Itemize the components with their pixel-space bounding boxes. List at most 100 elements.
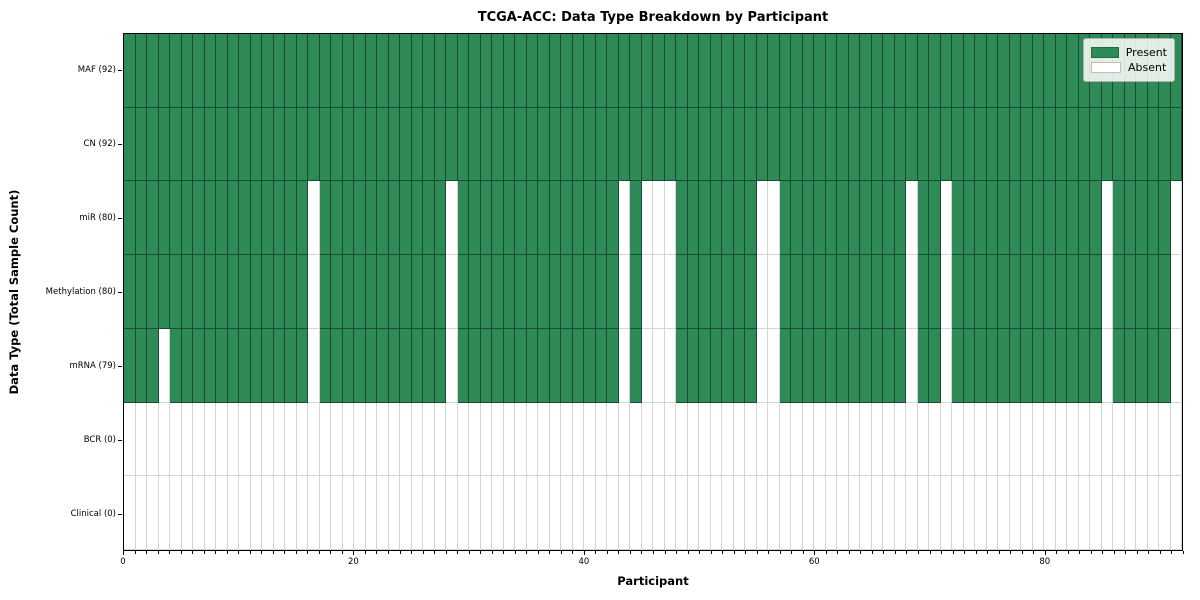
- heatmap-cell: [722, 328, 734, 403]
- heatmap-cell: [630, 402, 642, 477]
- heatmap-cell: [618, 402, 630, 477]
- heatmap-cell: [641, 181, 653, 256]
- heatmap-cell: [204, 328, 216, 403]
- heatmap-cell: [549, 402, 561, 477]
- heatmap-cell: [1032, 255, 1044, 329]
- heatmap-cell: [250, 181, 262, 256]
- x-minor-tick: [871, 551, 873, 554]
- heatmap-cell: [480, 107, 492, 182]
- x-minor-tick: [468, 551, 470, 554]
- heatmap-cell: [342, 181, 354, 256]
- heatmap-cell: [1136, 255, 1148, 329]
- heatmap-cell: [883, 107, 895, 182]
- heatmap-cell: [170, 328, 182, 403]
- heatmap-cell: [733, 328, 745, 403]
- heatmap-cell: [768, 181, 780, 256]
- heatmap-cell: [204, 255, 216, 329]
- x-minor-tick: [894, 551, 896, 554]
- heatmap-cell: [423, 107, 435, 182]
- legend-label-absent: Absent: [1128, 61, 1167, 74]
- heatmap-cell: [1124, 328, 1136, 403]
- heatmap-cell: [745, 402, 757, 477]
- heatmap-cell: [607, 107, 619, 182]
- heatmap-cell: [779, 107, 791, 182]
- heatmap-cell: [308, 34, 320, 108]
- x-minor-tick: [203, 551, 205, 554]
- heatmap-cell: [814, 402, 826, 477]
- heatmap-cell: [515, 476, 527, 551]
- x-minor-tick: [1102, 551, 1104, 554]
- heatmap-cell: [216, 181, 228, 256]
- heatmap-cell: [745, 476, 757, 551]
- heatmap-cell: [814, 181, 826, 256]
- heatmap-cell: [871, 402, 883, 477]
- x-minor-tick: [883, 551, 885, 554]
- x-minor-tick: [1079, 551, 1081, 554]
- heatmap-cell: [1044, 34, 1056, 108]
- heatmap-cell: [181, 328, 193, 403]
- heatmap-cell: [423, 255, 435, 329]
- heatmap-cell: [1009, 402, 1021, 477]
- heatmap-cell: [526, 181, 538, 256]
- heatmap-cell: [791, 402, 803, 477]
- heatmap-cell: [952, 107, 964, 182]
- heatmap-cell: [296, 107, 308, 182]
- heatmap-cell: [227, 476, 239, 551]
- heatmap-cell: [124, 255, 136, 329]
- legend-swatch-absent: [1091, 62, 1121, 73]
- heatmap-cell: [227, 181, 239, 256]
- heatmap-cell: [917, 402, 929, 477]
- heatmap-cell: [480, 34, 492, 108]
- x-minor-tick: [975, 551, 977, 554]
- y-tick: [118, 440, 122, 441]
- heatmap-cell: [1021, 402, 1033, 477]
- heatmap-cell: [641, 107, 653, 182]
- heatmap-cell: [986, 34, 998, 108]
- legend-item-present: Present: [1091, 46, 1167, 59]
- heatmap-cell: [308, 107, 320, 182]
- heatmap-cell: [1078, 476, 1090, 551]
- heatmap-cell: [239, 255, 251, 329]
- heatmap-cell: [262, 402, 274, 477]
- heatmap-cell: [940, 328, 952, 403]
- heatmap-cell: [676, 34, 688, 108]
- heatmap-cell: [538, 181, 550, 256]
- heatmap-cell: [1090, 255, 1102, 329]
- heatmap-cell: [1124, 402, 1136, 477]
- heatmap-cell: [883, 255, 895, 329]
- heatmap-cell: [883, 402, 895, 477]
- y-tick-label: miR (80): [79, 213, 116, 223]
- x-minor-tick: [238, 551, 240, 554]
- heatmap-cell: [779, 34, 791, 108]
- heatmap-cell: [181, 107, 193, 182]
- heatmap-cell: [273, 328, 285, 403]
- heatmap-cell: [457, 255, 469, 329]
- heatmap-cell: [227, 402, 239, 477]
- heatmap-cell: [354, 255, 366, 329]
- heatmap-cell: [940, 107, 952, 182]
- heatmap-cell: [722, 476, 734, 551]
- heatmap-cell: [480, 181, 492, 256]
- heatmap-cell: [607, 476, 619, 551]
- heatmap-cell: [745, 181, 757, 256]
- x-minor-tick: [802, 551, 804, 554]
- heatmap-cell: [894, 402, 906, 477]
- heatmap-row-mRNA: [124, 328, 1182, 403]
- heatmap-cell: [273, 402, 285, 477]
- heatmap-cell: [204, 107, 216, 182]
- heatmap-cell: [319, 476, 331, 551]
- heatmap-cell: [572, 402, 584, 477]
- y-tick-label: Methylation (80): [45, 287, 116, 297]
- heatmap-cell: [733, 402, 745, 477]
- heatmap-cell: [423, 181, 435, 256]
- heatmap-cell: [756, 107, 768, 182]
- x-minor-tick: [906, 551, 908, 554]
- x-minor-tick: [434, 551, 436, 554]
- heatmap-cell: [503, 181, 515, 256]
- x-minor-tick: [307, 551, 309, 554]
- heatmap-cell: [354, 107, 366, 182]
- heatmap-cell: [434, 181, 446, 256]
- heatmap-cell: [170, 181, 182, 256]
- heatmap-cell: [1055, 181, 1067, 256]
- heatmap-cell: [262, 34, 274, 108]
